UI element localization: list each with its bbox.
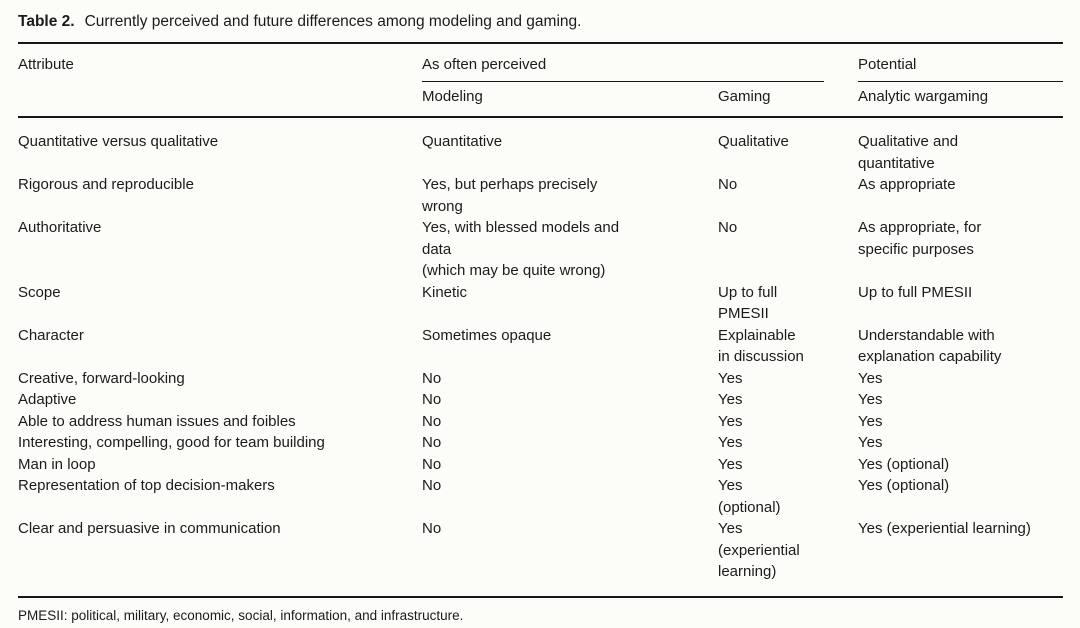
table-body: Quantitative versus qualitative Quantitat… [18,117,1063,597]
cell-modeling: No [422,520,442,537]
cell-wargaming: Yes (optional) [858,477,950,494]
cell-modeling: Yes, with blessed models and data (which… [422,219,620,279]
cell-gaming: Yes [718,412,743,430]
table-row: Quantitative versus qualitative Quantitat… [18,117,1063,174]
cell-modeling: No [422,391,442,408]
group-header-as-often-perceived-label: As often perceived [422,55,824,82]
cell-wargaming: Yes [858,434,883,451]
cell-attribute: Interesting, compelling, good for team b… [18,434,325,451]
table-row: Man in loop No Yes Yes (optional) [18,454,1063,476]
col-header-gaming: Gaming [718,82,858,118]
table-row: Authoritative Yes, with blessed models an… [18,217,1063,282]
cell-modeling: No [422,455,442,473]
header-group-row: Attribute As often perceived Potential [18,43,1063,118]
cell-attribute: Quantitative versus qualitative [18,133,219,150]
cell-gaming: Yes [718,455,743,473]
cell-attribute: Clear and persuasive in communication [18,520,281,537]
cell-wargaming: Yes [858,369,883,387]
group-header-as-often-perceived: As often perceived [422,43,858,82]
col-header-attribute: Attribute [18,43,422,118]
cell-gaming: Yes [718,369,743,387]
cell-wargaming: Understandable with explanation capabili… [858,326,1002,366]
table-row: Scope Kinetic Up to full PMESII Up to full … [18,282,1063,325]
table-row: Interesting, compelling, good for team b… [18,432,1063,454]
cell-wargaming: Up to full PMESII [858,283,973,301]
cell-gaming: Up to full PMESII [718,283,778,323]
cell-wargaming: Yes (experiential learning) [858,520,1031,537]
table-header: Attribute As often perceived Potential M… [18,43,1063,118]
header-sub-row: Modeling Gaming Analytic wargaming [18,82,1063,118]
table-caption: Table 2. Currently perceived and future d… [18,12,1063,31]
table-footnote: PMESII: political, military, economic, s… [18,607,464,623]
cell-attribute: Able to address human issues and foibles [18,412,296,430]
cell-gaming: Yes (experiential learning) [718,520,800,580]
cell-gaming: Yes [718,391,743,408]
cell-gaming: Yes [718,434,743,451]
cell-attribute: Creative, forward-looking [18,369,185,387]
cell-modeling: Kinetic [422,283,468,301]
cell-gaming: No [718,176,738,193]
cell-wargaming: Yes [858,391,883,408]
table-row: Adaptive No Yes Yes [18,389,1063,411]
cell-attribute: Adaptive [18,391,77,408]
cell-attribute: Man in loop [18,455,96,473]
col-header-analytic-wargaming: Analytic wargaming [858,82,1063,118]
cell-gaming: Yes (optional) [718,477,781,516]
cell-attribute: Scope [18,283,61,301]
group-header-potential: Potential [858,43,1063,82]
table-row: Rigorous and reproducible Yes, but perhap… [18,174,1063,217]
group-header-potential-label: Potential [858,55,1063,82]
cell-wargaming: As appropriate, for specific purposes [858,219,982,258]
cell-modeling: Quantitative [422,133,503,150]
cell-gaming: Explainable in discussion [718,326,804,366]
table-row: Character Sometimes opaque Explainable in … [18,325,1063,368]
cell-wargaming: As appropriate [858,176,956,193]
cell-attribute: Rigorous and reproducible [18,176,194,193]
table-caption-label: Table 2. [18,13,75,30]
cell-modeling: No [422,412,442,430]
cell-modeling: Sometimes opaque [422,326,552,344]
cell-wargaming: Qualitative and quantitative [858,133,959,172]
cell-modeling: No [422,369,442,387]
table-caption-text: Currently perceived and future differenc… [84,13,582,30]
cell-attribute: Character [18,326,84,344]
cell-attribute: Authoritative [18,219,102,236]
cell-gaming: Qualitative [718,133,789,150]
table-row: Able to address human issues and foibles… [18,411,1063,433]
table-row: Clear and persuasive in communication No Y… [18,518,1063,597]
cell-modeling: No [422,434,442,451]
cell-modeling: No [422,477,442,494]
table-row: Creative, forward-looking No Yes Yes [18,368,1063,390]
cell-modeling: Yes, but perhaps precisely wrong [422,176,598,215]
comparison-table: Attribute As often perceived Potential M… [18,42,1063,598]
cell-wargaming: Yes (optional) [858,455,950,473]
col-header-modeling: Modeling [422,82,718,118]
table-row: Representation of top decision-makers No Y… [18,475,1063,518]
cell-wargaming: Yes [858,412,883,430]
cell-gaming: No [718,219,738,236]
cell-attribute: Representation of top decision-makers [18,477,275,494]
